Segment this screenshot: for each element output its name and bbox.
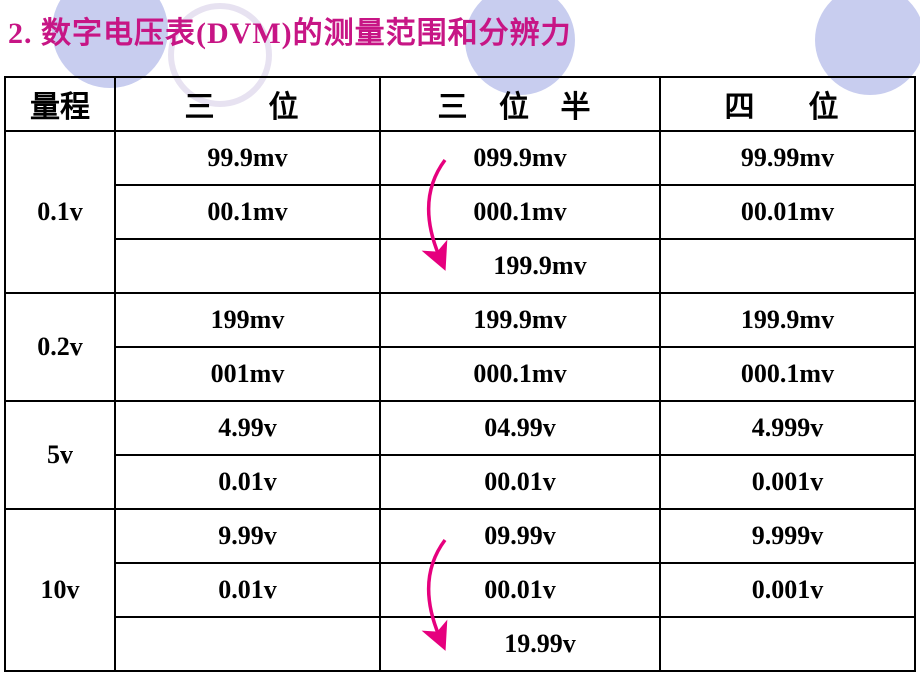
cell-text: 099.9mv [473, 143, 566, 172]
cell: 99.99mv [660, 131, 915, 185]
cell: 199.9mv [380, 239, 660, 293]
cell: 00.01v [380, 455, 660, 509]
cell: 0.001v [660, 563, 915, 617]
cell: 19.99v [380, 617, 660, 671]
table-header-row: 量程 三 位 三 位 半 四 位 [5, 77, 915, 131]
cell: 001mv [115, 347, 380, 401]
cell: 99.9mv [115, 131, 380, 185]
cell: 199mv [115, 293, 380, 347]
header-3digit: 三 位 [115, 77, 380, 131]
cell: 4.99v [115, 401, 380, 455]
cell: 00.1mv [115, 185, 380, 239]
table-row: 5v 4.99v 04.99v 4.999v [5, 401, 915, 455]
cell: 000.1mv [380, 185, 660, 239]
table-row: 0.2v 199mv 199.9mv 199.9mv [5, 293, 915, 347]
table-row: 00.1mv 000.1mv 00.01mv [5, 185, 915, 239]
cell [115, 239, 380, 293]
cell [115, 617, 380, 671]
cell [660, 239, 915, 293]
dvm-resolution-table: 量程 三 位 三 位 半 四 位 0.1v 99.9mv 099.9mv 99.… [4, 76, 916, 672]
range-label-10v: 10v [5, 509, 115, 671]
cell: 199.9mv [660, 293, 915, 347]
range-label-02v: 0.2v [5, 293, 115, 401]
cell: 000.1mv [380, 347, 660, 401]
cell: 9.99v [115, 509, 380, 563]
cell: 00.01v [380, 563, 660, 617]
cell: 04.99v [380, 401, 660, 455]
table-row: 0.01v 00.01v 0.001v [5, 563, 915, 617]
table-row: 19.99v [5, 617, 915, 671]
cell: 09.99v [380, 509, 660, 563]
cell: 0.01v [115, 455, 380, 509]
table-row: 0.1v 99.9mv 099.9mv 99.99mv [5, 131, 915, 185]
header-3half-digit: 三 位 半 [380, 77, 660, 131]
cell: 00.01mv [660, 185, 915, 239]
table-row: 10v 9.99v 09.99v 9.999v [5, 509, 915, 563]
cell: 0.01v [115, 563, 380, 617]
header-range: 量程 [5, 77, 115, 131]
cell: 4.999v [660, 401, 915, 455]
table-row: 001mv 000.1mv 000.1mv [5, 347, 915, 401]
cell [660, 617, 915, 671]
table-row: 0.01v 00.01v 0.001v [5, 455, 915, 509]
cell: 199.9mv [380, 293, 660, 347]
range-label-5v: 5v [5, 401, 115, 509]
range-label-01v: 0.1v [5, 131, 115, 293]
cell: 9.999v [660, 509, 915, 563]
cell: 0.001v [660, 455, 915, 509]
table-row: 199.9mv [5, 239, 915, 293]
cell: 000.1mv [660, 347, 915, 401]
dvm-table-wrap: 量程 三 位 三 位 半 四 位 0.1v 99.9mv 099.9mv 99.… [4, 76, 914, 672]
cell: 099.9mv [380, 131, 660, 185]
header-4digit: 四 位 [660, 77, 915, 131]
page-title: 2. 数字电压表(DVM)的测量范围和分辨力 [8, 8, 572, 52]
